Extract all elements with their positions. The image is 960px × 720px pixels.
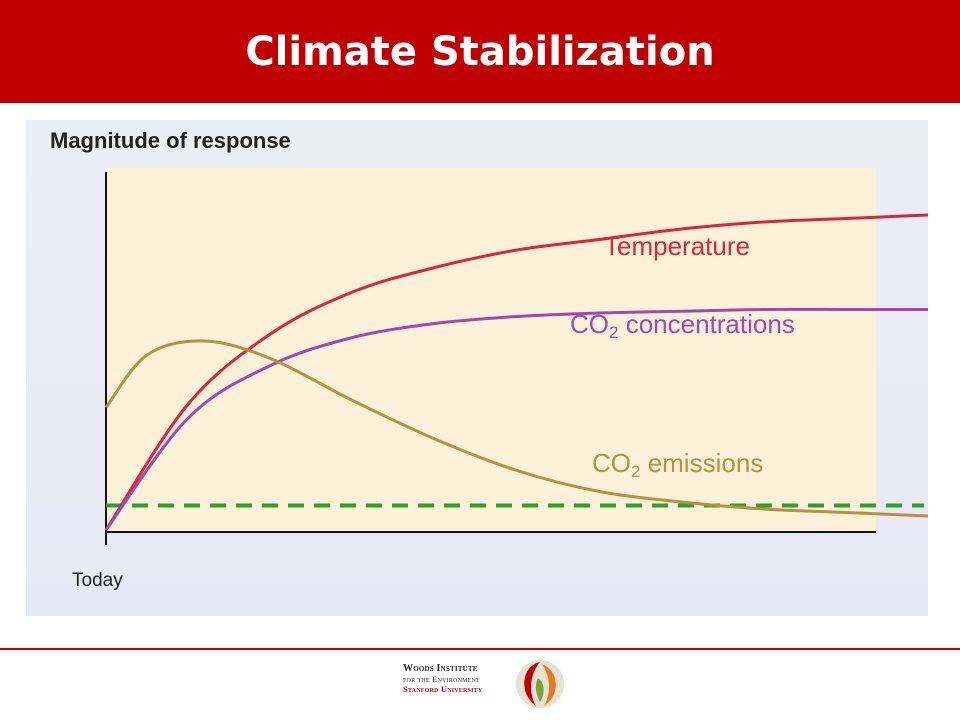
wordmark-line-1: Woods Institute bbox=[403, 663, 478, 674]
series-label-1: Temperature bbox=[604, 231, 750, 261]
series-line-3 bbox=[104, 339, 928, 518]
series-label-subscript: 2 bbox=[609, 323, 618, 342]
plot-area bbox=[106, 168, 876, 532]
series-label-main: Temperature bbox=[604, 231, 750, 261]
series-label-2: CO2 concentrations bbox=[570, 309, 795, 342]
series-label-subscript: 2 bbox=[631, 462, 640, 481]
chart-svg: Magnitude of response Today Temperature C… bbox=[50, 128, 928, 591]
wordmark-line-3: Stanford University bbox=[403, 684, 483, 694]
series-line-2 bbox=[104, 307, 928, 531]
series-label-suffix: concentrations bbox=[618, 309, 794, 339]
series-label-3: CO2 emissions bbox=[592, 448, 763, 481]
leaf-logo-icon bbox=[516, 660, 564, 708]
institute-wordmark: Woods Institute for the Environment Stan… bbox=[403, 663, 513, 695]
footer-divider bbox=[0, 648, 960, 650]
series-label-main: CO bbox=[592, 448, 631, 478]
y-axis-label: Magnitude of response bbox=[50, 128, 291, 153]
chart-figure: Magnitude of response Today Temperature C… bbox=[26, 120, 928, 616]
wordmark-line-2: for the Environment bbox=[403, 674, 480, 684]
series-label-main: CO bbox=[570, 309, 609, 339]
title-bar: Climate Stabilization bbox=[0, 0, 960, 103]
series-line-1 bbox=[104, 213, 928, 531]
x-axis-start-label: Today bbox=[72, 570, 123, 591]
slide-title: Climate Stabilization bbox=[245, 28, 715, 75]
series-layer bbox=[104, 213, 928, 531]
series-label-suffix: emissions bbox=[640, 448, 763, 478]
